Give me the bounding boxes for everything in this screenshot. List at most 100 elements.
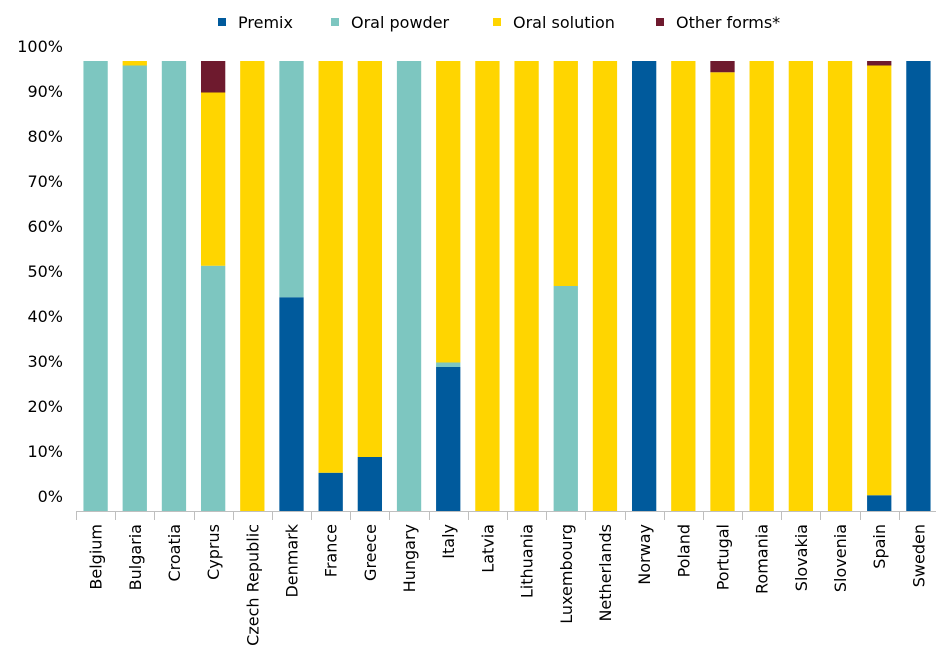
y-tick-label: 30% xyxy=(27,352,63,371)
bar-segment xyxy=(436,367,461,511)
y-tick-label: 10% xyxy=(27,442,63,461)
y-tick-label: 80% xyxy=(27,127,63,146)
bar-stack xyxy=(906,61,931,511)
bar-segment xyxy=(83,61,108,511)
bar-segment xyxy=(906,61,931,511)
x-tick-label: Greece xyxy=(361,524,380,581)
y-tick-label: 60% xyxy=(27,217,63,236)
x-tick-label: Lithuania xyxy=(518,524,537,598)
bar-stack xyxy=(83,61,108,511)
bar-stack xyxy=(827,61,853,511)
bar-segment xyxy=(161,61,187,511)
bar-stack xyxy=(436,61,461,511)
x-tick-label: Czech Republic xyxy=(243,524,262,646)
bar-segment xyxy=(357,457,383,511)
x-tick-label: Bulgaria xyxy=(126,524,145,590)
x-tick-label: Belgium xyxy=(87,524,106,590)
bar-stack xyxy=(357,61,383,511)
x-tick-label: Spain xyxy=(870,524,889,569)
bar-segment xyxy=(553,61,578,286)
y-axis: 0% 10% 20% 30% 40% 50% 60% 70% 80% 90% 100% xyxy=(17,37,63,506)
x-tick-label: Romania xyxy=(753,524,772,594)
bar-segment xyxy=(122,65,147,511)
x-tick-label: Sweden xyxy=(909,524,928,587)
legend-swatch xyxy=(331,18,339,26)
bar-segment xyxy=(867,61,892,66)
y-tick-label: 90% xyxy=(27,82,63,101)
bar-segment xyxy=(279,297,304,511)
legend-label: Oral solution xyxy=(513,13,615,32)
bar-stack xyxy=(279,61,304,511)
bar-segment xyxy=(788,61,814,511)
bar-segment xyxy=(553,286,578,511)
bars xyxy=(83,61,931,511)
legend: Premix Oral powder Oral solution Other form… xyxy=(218,13,780,32)
bar-stack xyxy=(631,61,657,511)
x-tick-label: Italy xyxy=(439,524,458,559)
bar-segment xyxy=(122,61,147,66)
legend-swatch xyxy=(218,18,226,26)
x-tick-label: Cyprus xyxy=(204,524,223,580)
legend-item: Oral solution xyxy=(493,13,615,32)
bar-stack xyxy=(240,61,265,511)
bar-segment xyxy=(318,61,343,473)
x-tick-label: Slovakia xyxy=(792,524,811,591)
bar-stack xyxy=(396,61,422,511)
legend-swatch xyxy=(656,18,664,26)
legend-swatch xyxy=(493,18,501,26)
bar-segment xyxy=(475,61,500,511)
x-tick-label: Hungary xyxy=(400,524,419,592)
bar-segment xyxy=(200,265,226,511)
x-tick-label: Norway xyxy=(635,524,654,585)
bar-stack xyxy=(671,61,696,511)
x-tick-label: Portugal xyxy=(714,524,733,590)
bar-stack xyxy=(200,61,226,511)
bar-segment xyxy=(710,72,735,511)
bar-stack xyxy=(318,61,343,511)
bar-segment xyxy=(631,61,657,511)
bar-segment xyxy=(396,61,422,511)
y-tick-label: 100% xyxy=(17,37,63,56)
bar-segment xyxy=(436,362,461,367)
bar-stack xyxy=(475,61,500,511)
bar-segment xyxy=(592,61,618,511)
bar-stack xyxy=(749,61,774,511)
legend-label: Other forms* xyxy=(676,13,780,32)
bar-segment xyxy=(357,61,383,457)
bar-stack xyxy=(122,61,147,511)
x-tick-label: Denmark xyxy=(283,523,302,597)
legend-label: Premix xyxy=(238,13,293,32)
bar-segment xyxy=(749,61,774,511)
bar-segment xyxy=(867,65,892,496)
bar-segment xyxy=(671,61,696,511)
y-tick-label: 0% xyxy=(38,487,63,506)
bar-stack xyxy=(710,61,735,511)
x-tick-label: Latvia xyxy=(478,524,497,573)
x-axis: Belgium Bulgaria Croatia Cyprus Czech Republ… xyxy=(76,511,936,646)
legend-item: Premix xyxy=(218,13,293,32)
bar-stack xyxy=(592,61,618,511)
bar-stack xyxy=(161,61,187,511)
bar-segment xyxy=(436,61,461,363)
bar-segment xyxy=(279,61,304,298)
y-tick-label: 50% xyxy=(27,262,63,281)
bar-segment xyxy=(710,61,735,73)
bar-segment xyxy=(240,61,265,511)
bar-segment xyxy=(827,61,853,511)
bar-stack xyxy=(514,61,539,511)
bar-segment xyxy=(200,92,226,266)
bar-segment xyxy=(318,472,343,511)
x-tick-label: Slovenia xyxy=(831,524,850,592)
x-tick-label: Croatia xyxy=(165,524,184,582)
bar-stack xyxy=(788,61,814,511)
bar-segment xyxy=(867,495,892,511)
x-tick-label: Netherlands xyxy=(596,524,615,622)
legend-item: Other forms* xyxy=(656,13,780,32)
y-tick-label: 70% xyxy=(27,172,63,191)
y-tick-label: 20% xyxy=(27,397,63,416)
x-tick-label: Poland xyxy=(674,524,693,577)
x-tick-label: France xyxy=(322,524,341,577)
x-tick-label: Luxembourg xyxy=(557,524,576,624)
legend-label: Oral powder xyxy=(351,13,450,32)
